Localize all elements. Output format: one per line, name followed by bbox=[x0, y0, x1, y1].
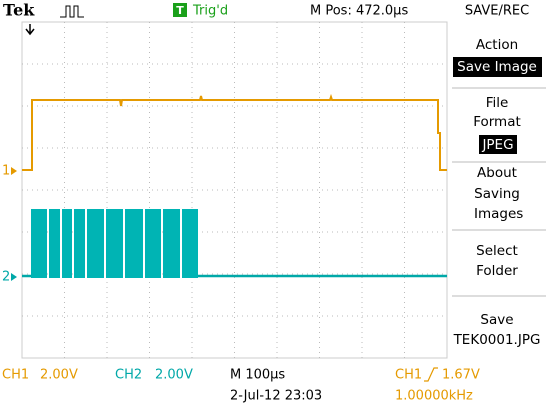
ch2-burst bbox=[125, 209, 143, 278]
menu-label: About Saving Images bbox=[474, 165, 524, 222]
ch1-waveform bbox=[22, 93, 447, 171]
menu-title: SAVE/REC bbox=[465, 4, 529, 19]
ch2-burst bbox=[145, 209, 161, 278]
trigger-source: CH1 bbox=[395, 368, 422, 383]
ch1-marker-arrow bbox=[11, 167, 17, 175]
menu-value: JPEG bbox=[481, 137, 513, 153]
menu-select-folder[interactable]: Select Folder bbox=[450, 241, 544, 283]
trigger-icon: T bbox=[176, 4, 184, 17]
brand: Tek bbox=[3, 1, 35, 20]
ch2-marker-arrow bbox=[11, 273, 17, 281]
trigger-status: Trig'd bbox=[192, 4, 228, 19]
ch2-burst bbox=[62, 209, 72, 278]
menu-label-box: Select Folder bbox=[476, 243, 518, 279]
trigger-position-marker bbox=[25, 24, 35, 36]
side-menu: Action Save Image File Format JPEG About… bbox=[448, 22, 550, 360]
menu-label: File Format bbox=[473, 95, 521, 130]
trigger-slope-icon bbox=[424, 367, 438, 382]
menu-panel bbox=[448, 22, 550, 360]
date-time: 2-Jul-12 23:03 bbox=[230, 389, 322, 404]
ch2-marker: 2 bbox=[2, 270, 10, 285]
ch1-label: CH1 bbox=[2, 368, 29, 383]
menu-value: Save Image bbox=[457, 59, 537, 75]
frequency: 1.00000kHz bbox=[395, 389, 473, 404]
menu-label-box: File Format bbox=[473, 95, 521, 130]
trigger-level: 1.67V bbox=[442, 368, 480, 383]
menu-about[interactable]: About Saving Images bbox=[450, 163, 544, 225]
ch2-burst bbox=[106, 209, 123, 278]
menu-value: TEK0001.JPG bbox=[453, 332, 541, 348]
menu-action[interactable]: Action Save Image bbox=[453, 37, 542, 77]
ch1-scale: 2.00V bbox=[40, 368, 78, 383]
menu-save[interactable]: Save TEK0001.JPG bbox=[453, 312, 541, 348]
ch2-label: CH2 bbox=[115, 368, 142, 383]
ch2-burst bbox=[163, 209, 180, 278]
ch2-burst bbox=[182, 209, 198, 278]
ch2-waveform bbox=[31, 209, 198, 278]
ch2-burst bbox=[31, 209, 47, 278]
acquire-icon bbox=[60, 5, 84, 18]
menu-label: Action bbox=[476, 37, 518, 53]
ch2-burst bbox=[49, 209, 60, 278]
ch1-marker: 1 bbox=[2, 164, 10, 179]
menu-label: Save bbox=[480, 312, 513, 328]
ch2-burst bbox=[74, 209, 85, 278]
ch2-scale: 2.00V bbox=[155, 368, 193, 383]
menu-label-box: About Saving Images bbox=[474, 165, 524, 222]
trigger-icon-box bbox=[173, 3, 187, 17]
menu-file-format[interactable]: File Format JPEG bbox=[450, 94, 544, 154]
menu-highlight bbox=[479, 135, 517, 154]
menu-highlight bbox=[453, 57, 542, 77]
ch2-burst bbox=[87, 209, 104, 278]
horizontal-position: M Pos: 472.0µs bbox=[310, 4, 408, 19]
menu-label: Select Folder bbox=[476, 243, 518, 279]
timebase: M 100µs bbox=[230, 368, 285, 383]
